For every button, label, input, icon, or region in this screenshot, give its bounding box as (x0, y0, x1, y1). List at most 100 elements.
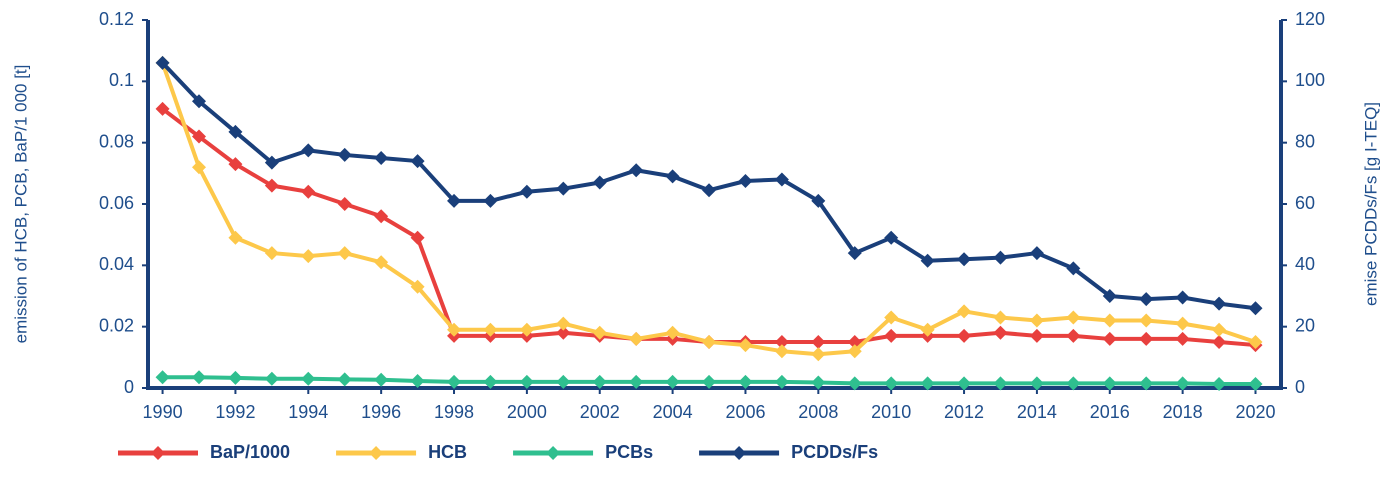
point-marker (1102, 313, 1117, 328)
x-tick-label: 2016 (1090, 402, 1130, 422)
point-marker (410, 373, 425, 388)
y-axis-label: emission of HCB, PCB, BaP/1 000 [t] (11, 65, 30, 344)
point-marker (920, 253, 935, 268)
point-marker (629, 374, 644, 389)
point-marker (1175, 316, 1190, 331)
point-marker (811, 347, 826, 362)
point-marker (1212, 322, 1227, 337)
point-marker (1175, 331, 1190, 346)
y-tick-label: 0.12 (99, 9, 134, 29)
point-marker (337, 147, 352, 162)
legend-marker (369, 446, 384, 460)
point-marker (957, 304, 972, 319)
point-marker (884, 230, 899, 245)
point-marker (957, 328, 972, 343)
series-line (161, 107, 1256, 348)
point-marker (337, 372, 352, 387)
point-marker (264, 246, 279, 261)
point-marker (228, 230, 243, 245)
point-marker (847, 344, 862, 359)
point-marker (1248, 335, 1263, 349)
point-marker (337, 246, 352, 261)
point-marker (592, 325, 607, 340)
y-tick-label: 0.02 (99, 315, 134, 335)
point-marker (1102, 376, 1117, 391)
point-marker (665, 325, 680, 340)
point-marker (1248, 377, 1263, 392)
point-marker (192, 160, 207, 175)
legend-label: PCBs (605, 442, 653, 462)
x-tick-label: 2004 (653, 402, 693, 422)
point-marker (884, 310, 899, 325)
point-marker (738, 338, 753, 353)
point-marker (556, 374, 571, 389)
point-marker (1139, 313, 1154, 328)
point-marker (301, 249, 316, 264)
point-marker (264, 155, 279, 170)
point-marker (374, 372, 389, 387)
y2-tick-label: 120 (1295, 9, 1325, 29)
point-marker (374, 209, 389, 224)
point-marker (957, 376, 972, 391)
x-tick-label: 2006 (725, 402, 765, 422)
point-marker (155, 55, 170, 70)
y2-tick-label: 40 (1295, 254, 1315, 274)
point-marker (483, 374, 498, 389)
point-marker (192, 94, 207, 109)
point-marker (811, 193, 826, 208)
point-marker (519, 322, 534, 337)
point-marker (1029, 376, 1044, 391)
x-tick-label: 2010 (871, 402, 911, 422)
point-marker (592, 175, 607, 190)
y2-tick-label: 20 (1295, 315, 1315, 335)
point-marker (920, 376, 935, 391)
point-marker (228, 124, 243, 139)
y-tick-label: 0.04 (99, 254, 134, 274)
point-marker (556, 316, 571, 331)
point-marker (774, 344, 789, 359)
point-marker (665, 169, 680, 184)
y-tick-label: 0 (124, 377, 134, 397)
x-tick-label: 1998 (434, 402, 474, 422)
point-marker (155, 101, 170, 116)
legend-label: PCDDs/Fs (791, 442, 878, 462)
x-tick-label: 1990 (143, 402, 183, 422)
point-marker (483, 322, 498, 337)
point-marker (228, 370, 243, 385)
point-marker (738, 174, 753, 188)
point-marker (1212, 377, 1227, 392)
point-marker (993, 250, 1008, 265)
point-marker (665, 374, 680, 389)
point-marker (592, 374, 607, 389)
y-tick-label: 0.1 (109, 70, 134, 90)
point-marker (374, 255, 389, 270)
point-marker (920, 322, 935, 337)
point-marker (1066, 261, 1081, 276)
y2-tick-label: 60 (1295, 193, 1315, 213)
y2-tick-label: 80 (1295, 131, 1315, 151)
y-tick-label: 0.08 (99, 131, 134, 151)
legend-marker (732, 446, 747, 460)
point-marker (993, 376, 1008, 391)
point-marker (447, 193, 462, 208)
y-tick-label: 0.06 (99, 193, 134, 213)
point-marker (629, 331, 644, 346)
point-marker (1248, 301, 1263, 316)
point-marker (1029, 246, 1044, 261)
point-marker (447, 374, 462, 389)
point-marker (1212, 335, 1227, 349)
point-marker (1029, 313, 1044, 328)
point-marker (884, 328, 899, 343)
point-marker (702, 335, 717, 349)
point-marker (519, 184, 534, 199)
point-marker (993, 325, 1008, 340)
point-marker (1066, 328, 1081, 343)
point-marker (1175, 376, 1190, 391)
point-marker (774, 172, 789, 187)
point-marker (1066, 376, 1081, 391)
x-tick-label: 2002 (580, 402, 620, 422)
point-marker (519, 374, 534, 389)
point-marker (1102, 289, 1117, 303)
point-marker (410, 230, 425, 245)
